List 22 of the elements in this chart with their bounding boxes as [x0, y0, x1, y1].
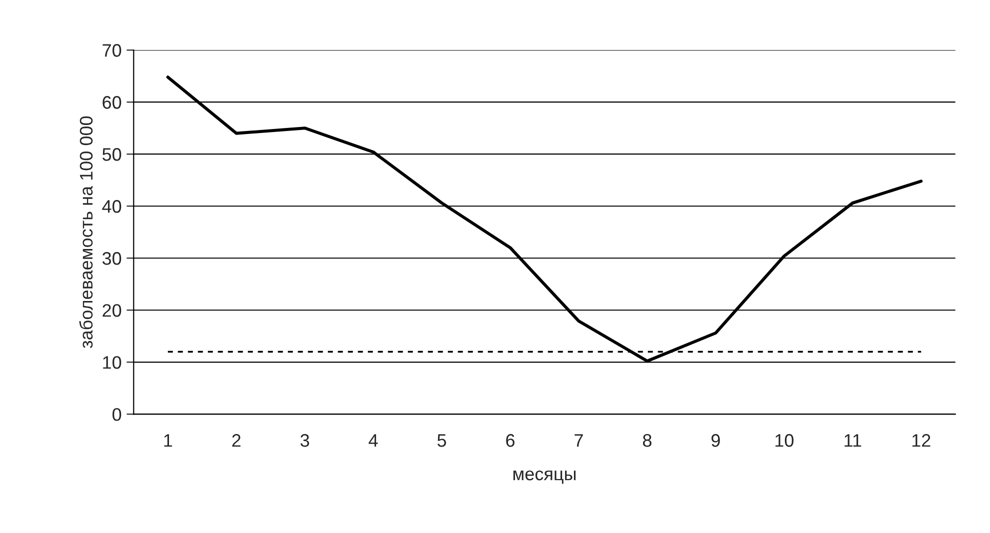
x-tick-label: 5	[437, 434, 446, 447]
y-tick-label: 10	[103, 356, 122, 369]
y-tick-label: 60	[102, 96, 122, 109]
x-tick-label: 6	[506, 434, 514, 447]
x-tick-label: 4	[368, 434, 378, 447]
x-tick-label: 3	[300, 434, 310, 447]
y-axis-title: заболеваемость на 100 000	[79, 116, 93, 348]
x-tick-label: 11	[844, 434, 862, 447]
y-tick-label: 30	[102, 252, 122, 265]
x-tick-label: 10	[776, 434, 794, 447]
y-tick-label: 40	[102, 200, 122, 213]
y-tick-label: 0	[112, 408, 122, 421]
x-tick-label: 2	[232, 434, 240, 447]
x-tick-label: 12	[912, 434, 930, 447]
y-tick-label: 50	[102, 148, 122, 161]
x-tick-label: 9	[712, 434, 720, 447]
x-tick-label: 1	[164, 434, 172, 447]
x-tick-label: 8	[642, 434, 652, 447]
x-axis-title: месяцы	[513, 470, 576, 484]
y-tick-label: 20	[102, 304, 122, 317]
x-tick-label: 7	[574, 434, 583, 447]
y-tick-label: 70	[102, 44, 122, 57]
